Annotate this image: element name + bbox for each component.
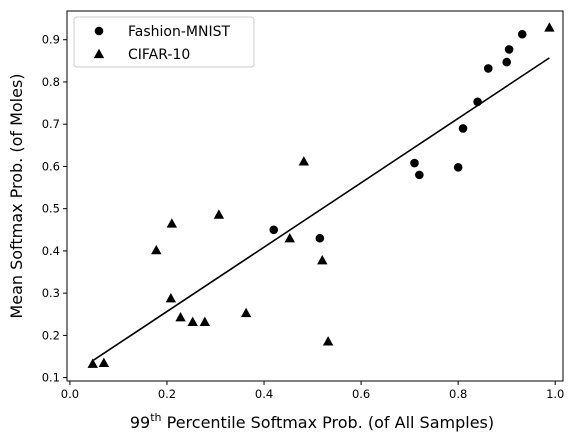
cifar-10-point — [187, 316, 198, 327]
y-tick-label: 0.2 — [42, 328, 60, 342]
fashion-mnist-point — [453, 162, 463, 172]
cifar-10-point — [199, 316, 211, 327]
x-axis-label-superscript: th — [150, 411, 161, 424]
x-axis-label-base: 99 — [130, 413, 150, 432]
x-axis-label-rest: Percentile Softmax Prob. (of All Samples… — [162, 413, 495, 432]
cifar-10-point — [151, 244, 162, 255]
y-tick-label: 0.5 — [42, 202, 60, 216]
legend-label-fashion-mnist: Fashion-MNIST — [128, 24, 230, 40]
axis-ticks: 0.0 0.2 0.4 0.6 0.8 1.0 0.1 0.2 0.3 0.4 0.5 0.6 0.7 0… — [42, 33, 565, 401]
cifar-10-point — [213, 209, 225, 219]
fashion-mnist-point — [473, 97, 482, 107]
cifar-10-point — [98, 357, 110, 367]
fashion-mnist-point — [315, 233, 325, 243]
legend-marker-fashion-mnist — [94, 26, 104, 36]
y-tick-label: 0.1 — [42, 371, 60, 385]
fashion-mnist-point — [458, 124, 468, 133]
x-axis-label: 99th Percentile Softmax Prob. (of All Sa… — [130, 411, 494, 432]
x-tick-label: 1.0 — [546, 387, 564, 401]
cifar-10-point — [298, 156, 310, 166]
data-points — [87, 22, 555, 368]
fashion-mnist-point — [504, 45, 514, 54]
y-tick-label: 0.9 — [42, 33, 60, 47]
cifar-10-point — [87, 358, 98, 368]
fashion-mnist-point — [502, 57, 512, 67]
x-tick-label: 0.4 — [255, 387, 273, 401]
legend-label-cifar-10: CIFAR-10 — [128, 47, 190, 63]
legend-marker-cifar-10 — [93, 48, 105, 59]
x-tick-label: 0.0 — [61, 387, 79, 401]
trend-line-group — [92, 57, 550, 362]
legend: Fashion-MNIST CIFAR-10 — [73, 16, 255, 68]
y-tick-label: 0.8 — [42, 75, 60, 89]
y-tick-label: 0.3 — [42, 286, 60, 300]
plot-area — [66, 10, 564, 382]
y-axis-label: Mean Softmax Prob. (of Moles) — [7, 73, 26, 318]
x-tick-label: 0.2 — [158, 387, 176, 401]
cifar-10-point — [166, 218, 178, 228]
fashion-mnist-point — [269, 225, 279, 235]
fashion-mnist-point — [483, 64, 493, 73]
trend-line — [92, 57, 550, 362]
fashion-mnist-point — [410, 158, 419, 168]
y-tick-label: 0.6 — [42, 159, 60, 173]
x-tick-label: 0.8 — [449, 387, 467, 401]
fashion-mnist-point — [415, 170, 424, 180]
y-tick-label: 0.4 — [42, 244, 60, 258]
cifar-10-point — [284, 233, 295, 243]
cifar-10-point — [544, 22, 555, 32]
cifar-10-point — [322, 336, 334, 346]
fashion-mnist-point — [517, 29, 527, 39]
cifar-10-point — [165, 293, 177, 303]
cifar-10-point — [175, 312, 186, 322]
cifar-10-point — [317, 255, 328, 265]
x-tick-label: 0.6 — [352, 387, 370, 401]
cifar-10-point — [240, 307, 252, 318]
y-tick-label: 0.7 — [42, 117, 60, 131]
legend-box — [73, 16, 255, 68]
